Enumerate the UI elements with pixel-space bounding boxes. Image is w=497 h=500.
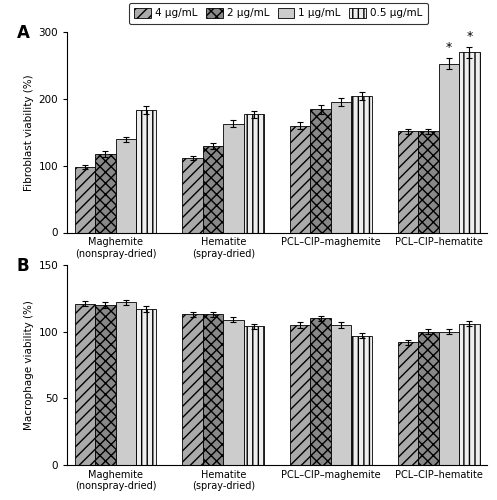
Bar xyxy=(244,326,264,465)
Bar xyxy=(459,324,480,465)
Bar xyxy=(351,96,372,232)
Bar xyxy=(203,146,223,233)
Bar xyxy=(223,124,244,232)
Legend: 4 μg/mL, 2 μg/mL, 1 μg/mL, 0.5 μg/mL: 4 μg/mL, 2 μg/mL, 1 μg/mL, 0.5 μg/mL xyxy=(129,2,427,24)
Bar xyxy=(116,139,136,232)
Bar xyxy=(182,314,203,465)
Bar xyxy=(203,314,223,465)
Bar xyxy=(311,318,331,465)
Bar xyxy=(95,305,116,465)
Text: *: * xyxy=(466,30,473,43)
Bar xyxy=(331,325,351,465)
Bar xyxy=(136,309,157,465)
Bar xyxy=(223,320,244,465)
Bar xyxy=(290,325,311,465)
Bar xyxy=(398,342,418,465)
Bar xyxy=(244,114,264,232)
Bar xyxy=(75,166,95,232)
Bar xyxy=(95,154,116,232)
Bar xyxy=(418,332,438,465)
Bar xyxy=(116,302,136,465)
Text: B: B xyxy=(17,257,29,275)
Bar xyxy=(136,110,157,232)
Bar xyxy=(311,109,331,232)
Text: A: A xyxy=(17,24,30,42)
Bar xyxy=(290,126,311,232)
Bar xyxy=(331,102,351,232)
Y-axis label: Macrophage viability (%): Macrophage viability (%) xyxy=(24,300,34,430)
Y-axis label: Fibroblast viability (%): Fibroblast viability (%) xyxy=(24,74,34,191)
Bar xyxy=(182,158,203,232)
Text: *: * xyxy=(446,42,452,54)
Bar xyxy=(459,52,480,233)
Bar xyxy=(439,332,459,465)
Bar xyxy=(351,336,372,465)
Bar xyxy=(418,131,438,232)
Bar xyxy=(398,131,418,232)
Bar xyxy=(75,304,95,465)
Bar xyxy=(439,64,459,232)
